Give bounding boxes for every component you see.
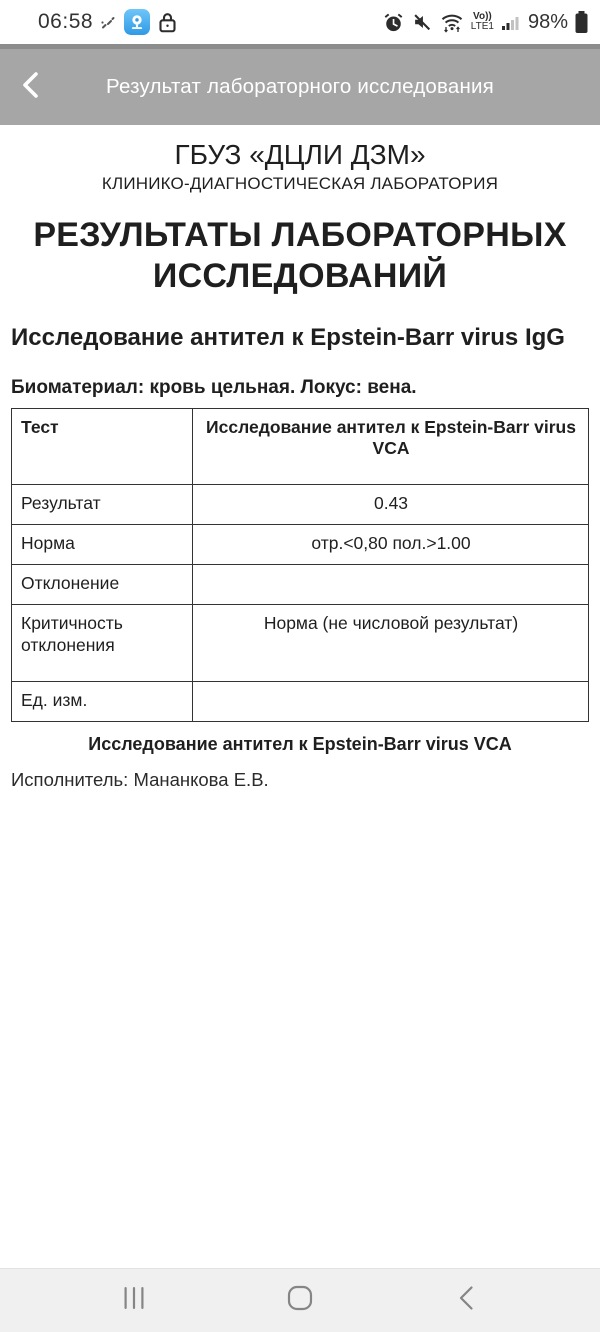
executor-line: Исполнитель: Мананкова Е.В. [11,768,269,790]
table-row: Тест Исследование антител к Epstein-Barr … [11,407,589,486]
battery-percent: 98% [527,10,568,33]
test-caption: Исследование антител к Epstein-Barr viru… [88,733,512,754]
org-subtitle: КЛИНИКО-ДИАГНОСТИЧЕСКАЯ ЛАБОРАТОРИЯ [101,174,499,193]
table-row: Норма отр.<0,80 пол.>1.00 [11,524,589,566]
row-value: Норма (не числовой результат) [192,603,589,682]
recents-button[interactable] [112,1279,156,1323]
back-chevron-icon [18,68,42,107]
row-value: Исследование антител к Epstein-Barr viru… [192,407,589,486]
back-icon [457,1284,475,1317]
wifi-arrows-icon [440,11,464,33]
status-bar: 06:58 [0,0,600,44]
table-row: Отклонение [11,564,589,605]
network-type-label: LTE1 [470,21,494,32]
signal-strength-icon [501,12,521,32]
row-label: Отклонение [11,564,193,605]
test-section-title: Исследование антител к Epstein-Barr viru… [11,323,565,351]
volte-label: Vo)) [473,11,492,22]
sound-mute-icon [411,11,433,33]
app-bar: Результат лабораторного исследования [0,49,600,125]
lock-icon [157,11,178,34]
row-label: Ед. изм. [11,680,193,722]
android-nav-bar [0,1268,600,1332]
biomaterial-line: Биоматериал: кровь цельная. Локус: вена. [11,376,417,398]
recents-icon [123,1286,145,1315]
results-table-body: Тест Исследование антител к Epstein-Barr … [11,407,589,722]
webcam-app-icon [124,9,151,35]
battery-icon [575,10,588,34]
table-row: Ед. изм. [11,680,589,722]
row-label: Критичность отклонения [11,603,193,682]
row-value: 0.43 [192,484,589,526]
row-value: отр.<0,80 пол.>1.00 [192,524,589,566]
results-table: Тест Исследование антител к Epstein-Barr … [11,407,589,722]
org-name: ГБУЗ «ДЦЛИ ДЗМ» [174,139,426,170]
home-button[interactable] [278,1279,322,1323]
row-label: Норма [11,524,193,566]
lab-report: ГБУЗ «ДЦЛИ ДЗМ» КЛИНИКО-ДИАГНОСТИЧЕСКАЯ … [0,139,600,791]
report-main-title: РЕЗУЛЬТАТЫ ЛАБОРАТОРНЫХ ИССЛЕДОВАНИЙ [33,216,567,295]
row-value [192,564,589,605]
row-label: Тест [11,407,193,486]
appbar-top-strip [0,44,600,49]
table-row: Результат 0.43 [11,484,589,526]
row-label: Результат [11,484,193,526]
nav-back-button[interactable] [444,1279,488,1323]
page-title: Результат лабораторного исследования [106,75,494,98]
table-row: Критичность отклонения Норма (не числовой… [11,603,589,682]
back-button[interactable] [18,67,52,107]
home-icon [287,1285,313,1316]
clock-time: 06:58 [38,10,94,33]
row-value [192,680,589,722]
alarm-icon [383,12,404,33]
precip-dashes-icon [100,14,117,31]
volte-lte-indicator: Vo)) LTE1 [471,12,494,32]
